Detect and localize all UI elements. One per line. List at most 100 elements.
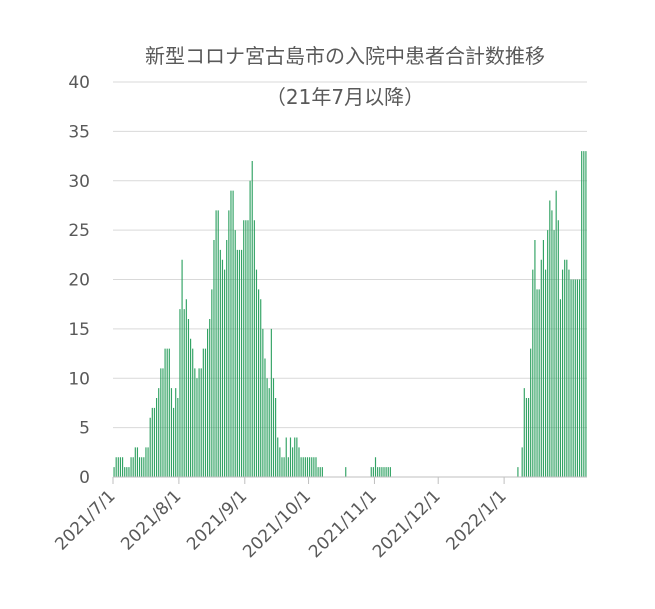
bar bbox=[198, 368, 200, 478]
bars bbox=[113, 151, 587, 478]
bar bbox=[243, 220, 245, 477]
bar bbox=[281, 457, 283, 477]
bar bbox=[275, 398, 277, 477]
bar bbox=[119, 457, 122, 477]
y-tick-label: 30 bbox=[68, 172, 90, 192]
bar bbox=[124, 467, 126, 478]
axes bbox=[112, 476, 587, 484]
x-tick-label: 2021/12/1 bbox=[369, 486, 445, 562]
bar bbox=[181, 259, 183, 477]
bar bbox=[517, 467, 519, 478]
bar bbox=[183, 309, 185, 478]
x-tick-label: 2021/7/1 bbox=[51, 486, 119, 554]
bar bbox=[158, 388, 160, 478]
bar bbox=[381, 467, 383, 478]
bar bbox=[255, 269, 258, 478]
bar bbox=[525, 398, 528, 477]
bar bbox=[540, 259, 542, 477]
bar bbox=[527, 398, 530, 477]
bar bbox=[523, 388, 525, 478]
bar bbox=[568, 269, 570, 478]
bar bbox=[138, 457, 141, 477]
bar bbox=[542, 240, 545, 477]
bar bbox=[379, 467, 381, 478]
bar bbox=[544, 269, 547, 478]
bar bbox=[141, 457, 143, 477]
bar bbox=[196, 378, 198, 477]
bar bbox=[549, 200, 551, 477]
bar bbox=[555, 190, 557, 478]
bar bbox=[249, 180, 251, 477]
bar bbox=[160, 368, 162, 478]
bar bbox=[236, 249, 238, 477]
bar bbox=[213, 240, 215, 477]
bar bbox=[113, 467, 115, 478]
y-tick-label: 40 bbox=[68, 73, 90, 93]
bar bbox=[298, 447, 300, 478]
bar bbox=[234, 230, 236, 478]
bar bbox=[561, 269, 564, 478]
bar bbox=[170, 388, 173, 478]
bar bbox=[192, 348, 194, 478]
bar bbox=[581, 151, 583, 478]
bar bbox=[372, 467, 374, 478]
bar bbox=[289, 437, 292, 477]
bar bbox=[387, 467, 389, 478]
bar bbox=[228, 210, 230, 478]
bar bbox=[530, 348, 532, 478]
bar bbox=[149, 417, 151, 477]
x-tick-label: 2021/11/1 bbox=[305, 486, 381, 562]
bar bbox=[313, 457, 315, 477]
bar bbox=[164, 348, 166, 478]
bar bbox=[117, 457, 119, 477]
bar bbox=[190, 338, 192, 477]
bar bbox=[219, 249, 221, 477]
bar bbox=[532, 269, 534, 478]
x-tick-label: 2021/9/1 bbox=[183, 486, 251, 554]
bar bbox=[345, 467, 347, 478]
bar bbox=[185, 299, 187, 477]
bar bbox=[226, 240, 228, 477]
bar bbox=[251, 161, 253, 477]
bar bbox=[126, 467, 128, 478]
y-tick-label: 35 bbox=[68, 122, 90, 142]
y-tick-label: 10 bbox=[68, 369, 90, 389]
bar bbox=[168, 348, 170, 478]
bar bbox=[130, 457, 132, 477]
bar bbox=[292, 447, 294, 478]
bar bbox=[374, 457, 377, 477]
bar bbox=[270, 328, 272, 478]
bar bbox=[578, 279, 581, 477]
y-tick-label: 15 bbox=[68, 320, 90, 340]
y-tick-label: 25 bbox=[68, 221, 90, 241]
bar bbox=[296, 437, 298, 477]
bar bbox=[264, 358, 266, 477]
bar bbox=[268, 388, 270, 478]
bar bbox=[300, 457, 302, 477]
bar bbox=[574, 279, 576, 477]
bar bbox=[134, 447, 136, 478]
x-tick-labels: 2021/7/12021/8/12021/9/12021/10/12021/11… bbox=[51, 486, 510, 562]
bar bbox=[147, 447, 149, 478]
bar bbox=[557, 220, 559, 477]
bar bbox=[389, 467, 391, 478]
bar bbox=[547, 230, 549, 478]
bar bbox=[207, 328, 209, 478]
bar bbox=[143, 457, 145, 477]
bar bbox=[317, 467, 319, 478]
bar bbox=[172, 407, 175, 478]
bar bbox=[224, 269, 226, 478]
x-tick-label: 2021/10/1 bbox=[239, 486, 315, 562]
bar bbox=[153, 407, 156, 478]
bar bbox=[253, 220, 255, 477]
bar bbox=[177, 398, 179, 477]
bar bbox=[272, 378, 275, 477]
bar bbox=[166, 348, 168, 478]
bar bbox=[566, 259, 568, 477]
bar bbox=[277, 437, 279, 477]
bar bbox=[145, 447, 147, 478]
y-tick-labels: 0 5 10 15 20 25 30 35 40 bbox=[68, 73, 90, 488]
bar bbox=[583, 151, 585, 478]
bar bbox=[162, 368, 164, 478]
bar bbox=[309, 457, 311, 477]
